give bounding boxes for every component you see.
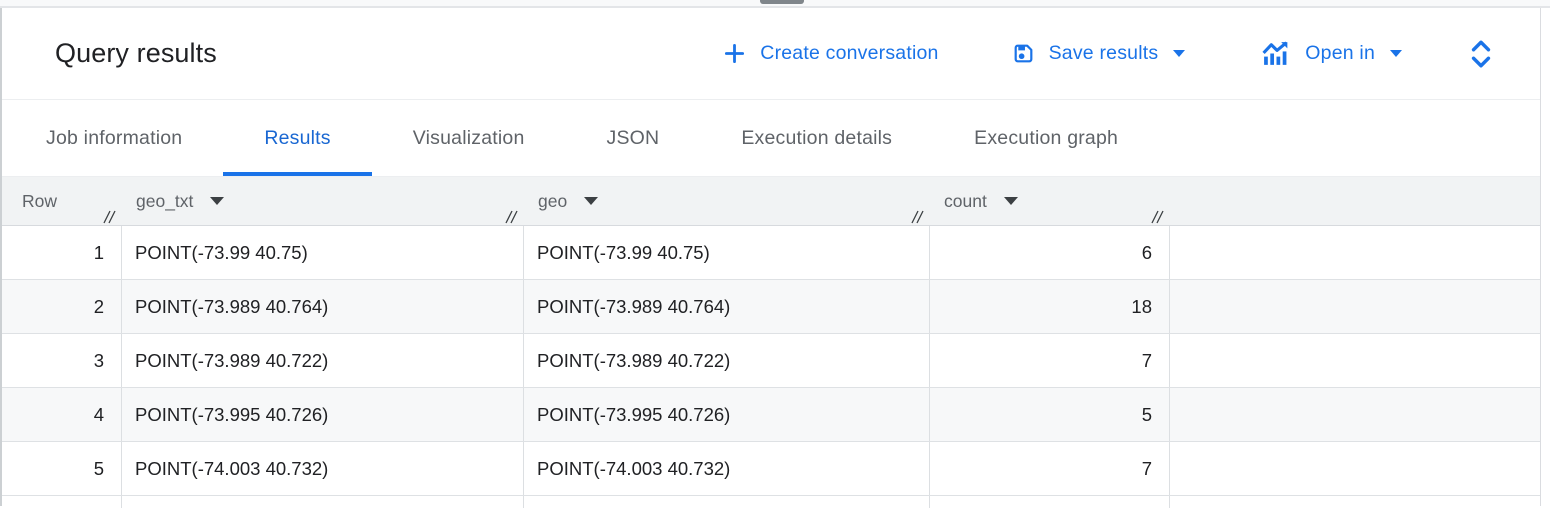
column-header-count: count [930,177,1170,225]
geo-txt-cell [122,496,524,508]
table-row[interactable]: 3 POINT(-73.989 40.722) POINT(-73.989 40… [2,334,1540,388]
row-number-cell: 4 [2,388,122,441]
row-number-cell: 1 [2,226,122,279]
tab-execution-details[interactable]: Execution details [700,100,933,176]
geo-txt-cell: POINT(-73.995 40.726) [122,388,524,441]
count-cell: 7 [930,442,1170,495]
column-resize-handle-icon[interactable] [101,210,118,224]
results-table: Row geo_txt geo [2,177,1540,508]
empty-cell [1170,334,1540,387]
geo-cell: POINT(-73.99 40.75) [524,226,930,279]
results-toolbar: Query results Create conversation Save r… [2,8,1540,100]
save-results-button[interactable]: Save results [1011,41,1186,66]
count-cell: 6 [930,226,1170,279]
geo-cell [524,496,930,508]
save-results-caret-down-icon [1173,50,1186,57]
geo-cell: POINT(-73.989 40.764) [524,280,930,333]
empty-cell [1170,280,1540,333]
row-number-cell: 2 [2,280,122,333]
open-in-button[interactable]: Open in [1261,40,1402,67]
column-header-row: Row [2,177,122,225]
column-menu-caret-icon[interactable] [1003,197,1018,205]
geo-txt-cell: POINT(-74.003 40.732) [122,442,524,495]
tab-visualization[interactable]: Visualization [372,100,566,176]
create-conversation-button[interactable]: Create conversation [722,41,938,66]
column-label: Row [22,190,58,211]
geo-cell: POINT(-73.995 40.726) [524,388,930,441]
geo-cell: POINT(-74.003 40.732) [524,442,930,495]
table-row[interactable]: 5 POINT(-74.003 40.732) POINT(-74.003 40… [2,442,1540,496]
empty-cell [1170,496,1540,508]
row-number-cell: 3 [2,334,122,387]
column-resize-handle-icon[interactable] [909,210,926,224]
tab-execution-graph[interactable]: Execution graph [933,100,1159,176]
open-in-caret-down-icon [1390,50,1402,57]
panel-resize-strip [0,0,1550,8]
empty-cell [1170,226,1540,279]
query-results-content: Query results Create conversation Save r… [0,8,1541,508]
tab-results[interactable]: Results [223,100,372,176]
count-cell: 5 [930,388,1170,441]
column-label: geo [538,190,568,211]
unfold-chevrons-icon [1468,38,1494,70]
column-resize-handle-icon[interactable] [503,210,520,224]
column-header-geo-txt: geo_txt [122,177,524,225]
tab-json[interactable]: JSON [566,100,701,176]
create-conversation-label: Create conversation [760,42,939,64]
table-row[interactable]: 4 POINT(-73.995 40.726) POINT(-73.995 40… [2,388,1540,442]
table-header-row: Row geo_txt geo [2,177,1540,226]
chart-trend-icon [1261,40,1292,67]
geo-txt-cell: POINT(-73.989 40.764) [122,280,524,333]
geo-cell: POINT(-73.989 40.722) [524,334,930,387]
panel-drag-handle-icon[interactable] [760,0,804,4]
plus-icon [722,41,747,66]
column-label: geo_txt [136,190,194,211]
count-cell: 7 [930,334,1170,387]
table-row-partial [2,496,1540,508]
row-number-cell: 5 [2,442,122,495]
column-menu-caret-icon[interactable] [584,197,599,205]
column-header-spacer [1170,177,1540,225]
column-label: count [944,190,987,211]
expand-collapse-panel-button[interactable] [1468,38,1494,70]
tab-job-information[interactable]: Job information [5,100,223,176]
empty-cell [1170,442,1540,495]
geo-txt-cell: POINT(-73.989 40.722) [122,334,524,387]
row-number-cell [2,496,122,508]
table-row[interactable]: 1 POINT(-73.99 40.75) POINT(-73.99 40.75… [2,226,1540,280]
results-tab-bar: Job information Results Visualization JS… [2,100,1540,177]
column-menu-caret-icon[interactable] [210,197,225,205]
count-cell [930,496,1170,508]
empty-cell [1170,388,1540,441]
column-resize-handle-icon[interactable] [1149,210,1166,224]
open-in-label: Open in [1305,42,1375,64]
geo-txt-cell: POINT(-73.99 40.75) [122,226,524,279]
page-title: Query results [55,38,217,68]
table-row[interactable]: 2 POINT(-73.989 40.764) POINT(-73.989 40… [2,280,1540,334]
count-cell: 18 [930,280,1170,333]
save-icon [1011,41,1036,66]
column-header-geo: geo [524,177,930,225]
save-results-label: Save results [1048,42,1159,64]
